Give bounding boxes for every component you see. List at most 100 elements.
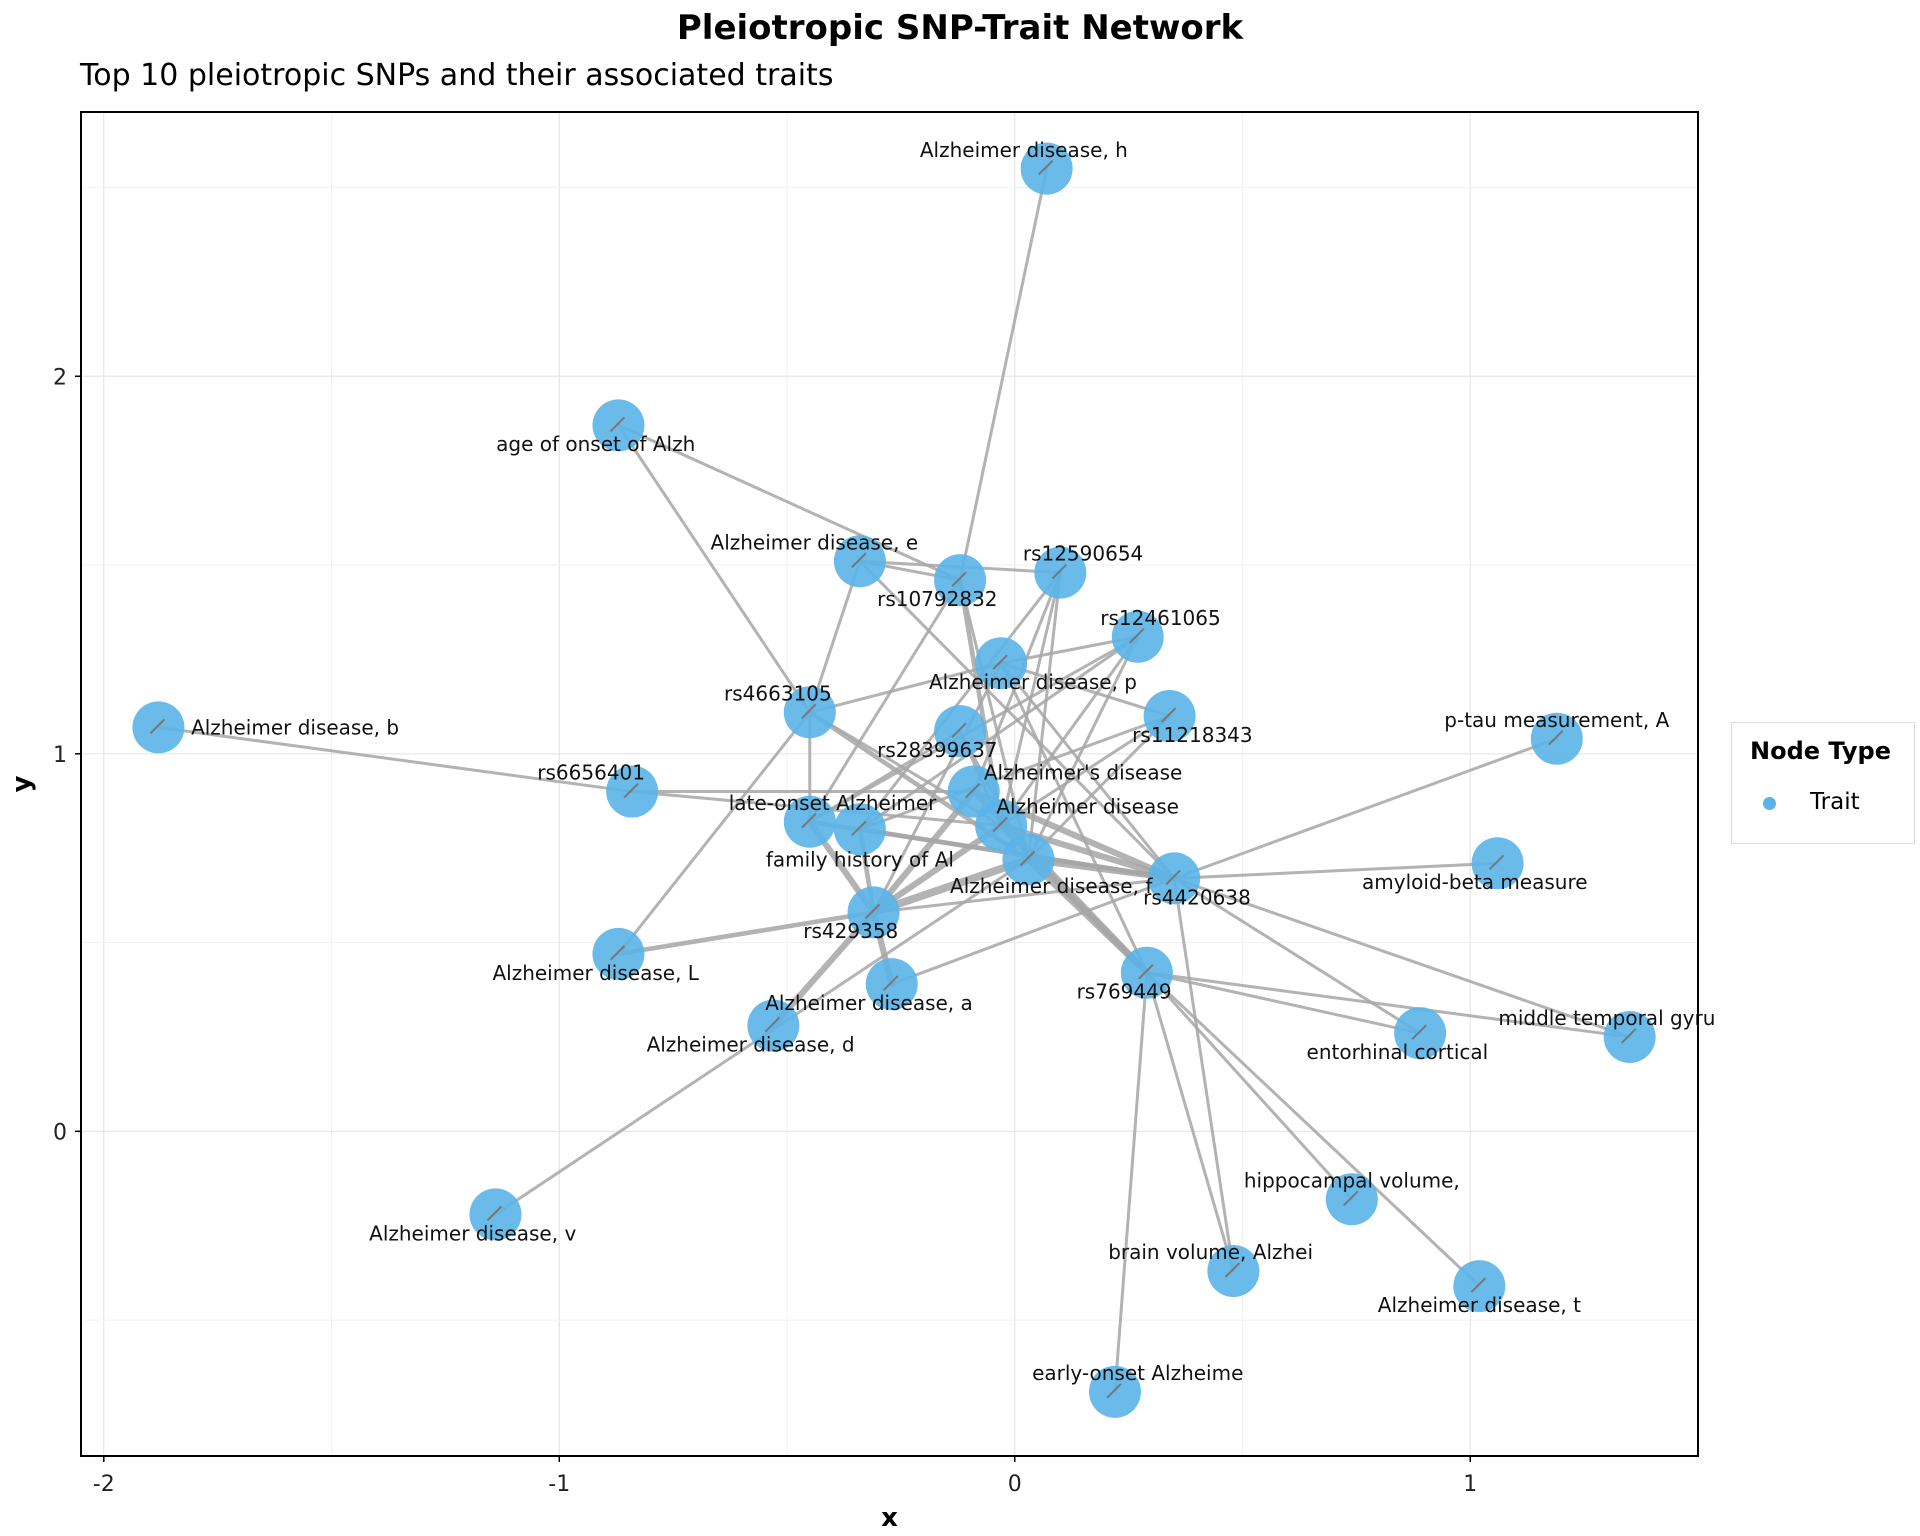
network-node [1002, 833, 1055, 886]
network-edge [1145, 971, 1632, 1039]
node-label: middle temporal gyru [1498, 1006, 1715, 1030]
label-leader [951, 722, 967, 738]
label-leader [1129, 628, 1145, 644]
network-node [1088, 1365, 1141, 1418]
label-leader [1160, 707, 1177, 723]
chart-title: Pleiotropic SNP-Trait Network [676, 8, 1244, 48]
axis-ticks: -2 -1 0 1 0 1 2 [53, 365, 1477, 1497]
network-edge [616, 910, 876, 957]
node-label: Alzheimer disease, t [1378, 1293, 1581, 1317]
network-edge [958, 167, 1049, 582]
node-label: rs11218343 [1132, 723, 1252, 747]
network-edge [808, 578, 962, 824]
node-label: rs6656401 [537, 761, 645, 785]
node-label: rs429358 [803, 919, 898, 943]
network-node [1120, 946, 1173, 999]
network-edge [872, 876, 1176, 914]
label-leader [149, 718, 166, 735]
plot-frame [80, 111, 1699, 1457]
label-leader [609, 945, 626, 961]
label-leader [851, 820, 867, 837]
label-leader [1343, 1190, 1359, 1206]
x-tick-label: -1 [548, 1472, 570, 1497]
legend-trait-swatch [1763, 797, 1776, 810]
node-label: hippocampal volume, [1244, 1168, 1460, 1192]
node-label: rs769449 [1077, 980, 1172, 1004]
label-layer: Alzheimer disease, h age of onset of Alzh… [149, 138, 1715, 1399]
node-label: rs10792832 [877, 587, 997, 611]
label-leader [1138, 964, 1154, 980]
node-label: Alzheimer disease [996, 795, 1179, 819]
label-leader [1470, 1277, 1487, 1293]
network-node [1111, 610, 1164, 663]
network-node [865, 958, 918, 1011]
y-tick-label: 0 [53, 1120, 67, 1145]
network-edge [858, 635, 1140, 831]
network-node [833, 803, 886, 856]
network-node [1143, 690, 1196, 743]
node-label: age of onset of Alzh [496, 432, 695, 456]
network-edge [808, 729, 962, 824]
node-label: entorhinal cortical [1307, 1040, 1489, 1064]
label-leader [883, 975, 899, 991]
node-label: Alzheimer disease, p [929, 670, 1137, 694]
label-leader [965, 782, 981, 799]
network-node [1034, 546, 1087, 599]
network-node [975, 637, 1028, 690]
label-leader [1106, 1383, 1122, 1399]
label-leader [801, 813, 817, 829]
network-edge [870, 788, 977, 916]
network-node [1394, 1007, 1447, 1060]
network-edge [156, 725, 634, 794]
node-label: Alzheimer disease, h [920, 138, 1128, 162]
label-leader [992, 816, 1008, 833]
node-label: Alzheimer disease, v [369, 1221, 576, 1245]
network-node [469, 1188, 522, 1241]
network-edge [616, 423, 962, 582]
label-leader [801, 703, 817, 719]
network-node [934, 705, 987, 758]
label-leader [764, 1016, 781, 1033]
network-edge [616, 710, 812, 956]
edge-layer [156, 167, 1632, 1394]
node-label: Alzheimer's disease [984, 761, 1183, 785]
network-node [783, 686, 836, 739]
network-edge [1172, 876, 1422, 1035]
network-edge [1172, 876, 1235, 1273]
network-edge [1145, 971, 1354, 1201]
label-leader [486, 1205, 503, 1222]
network-node [847, 886, 900, 939]
network-edge [999, 661, 1149, 975]
network-edge [869, 855, 1033, 917]
label-leader [1488, 854, 1505, 870]
chart-subtitle: Top 10 pleiotropic SNPs and their associ… [80, 58, 834, 93]
network-edge [858, 714, 1172, 831]
label-leader [951, 571, 967, 587]
label-leader [1037, 159, 1054, 176]
network-edge [1026, 714, 1172, 862]
network-node [1207, 1245, 1260, 1298]
node-label: Alzheimer disease, d [647, 1032, 855, 1056]
network-node [1148, 852, 1201, 905]
network-edge [1172, 737, 1559, 880]
network-edge [1145, 971, 1235, 1273]
network-edge [616, 423, 812, 714]
network-node [783, 795, 836, 848]
network-edge [1025, 856, 1150, 976]
network-node [1471, 837, 1524, 890]
node-label: early-onset Alzheime [1032, 1361, 1243, 1385]
network-edge [808, 661, 1003, 714]
legend-title: Node Type [1750, 737, 1892, 765]
node-label: Alzheimer disease, e [711, 530, 919, 554]
grid-lines [81, 112, 1699, 1456]
x-tick-label: 1 [1463, 1472, 1477, 1497]
label-leader [1019, 850, 1036, 867]
network-edge [999, 635, 1140, 828]
network-node [1020, 142, 1073, 195]
node-label: Alzheimer disease, a [765, 991, 973, 1015]
label-leader [992, 654, 1008, 670]
network-edge [999, 714, 1172, 828]
node-label: Alzheimer disease, b [191, 715, 399, 739]
node-label: rs28399637 [877, 738, 997, 762]
label-leader [851, 552, 867, 568]
